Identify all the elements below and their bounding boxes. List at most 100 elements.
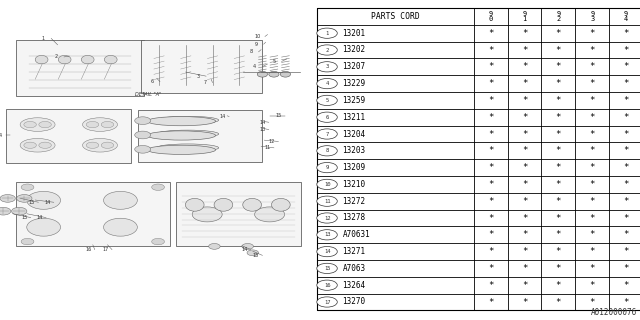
Text: 13201: 13201 — [342, 29, 365, 38]
Circle shape — [317, 263, 337, 274]
Text: 3: 3 — [197, 74, 200, 79]
Text: 13210: 13210 — [342, 180, 365, 189]
Text: *: * — [623, 113, 629, 122]
Text: 9
4: 9 4 — [624, 11, 628, 22]
Text: *: * — [556, 62, 561, 71]
Ellipse shape — [58, 55, 71, 64]
Text: 11: 11 — [324, 199, 330, 204]
Text: *: * — [623, 29, 629, 38]
Text: A70631: A70631 — [342, 230, 370, 239]
Text: 12: 12 — [324, 215, 330, 220]
Text: 13270: 13270 — [342, 298, 365, 307]
Text: 5: 5 — [273, 59, 275, 64]
Bar — [176, 182, 301, 246]
Circle shape — [317, 179, 337, 189]
Circle shape — [317, 230, 337, 240]
Text: *: * — [556, 146, 561, 155]
Text: 2: 2 — [325, 47, 329, 52]
Text: 14: 14 — [259, 120, 266, 125]
Text: *: * — [488, 180, 493, 189]
Text: *: * — [623, 264, 629, 273]
Text: *: * — [556, 130, 561, 139]
Text: *: * — [522, 45, 527, 54]
Ellipse shape — [20, 118, 55, 132]
Text: 13207: 13207 — [342, 62, 365, 71]
Text: 13203: 13203 — [342, 146, 365, 155]
Text: *: * — [589, 230, 595, 239]
Text: 8: 8 — [250, 49, 252, 54]
Text: *: * — [589, 96, 595, 105]
Circle shape — [39, 122, 51, 128]
Text: *: * — [623, 298, 629, 307]
Ellipse shape — [156, 130, 219, 138]
Text: *: * — [522, 264, 527, 273]
Circle shape — [255, 207, 285, 222]
Text: *: * — [556, 96, 561, 105]
Text: *: * — [623, 79, 629, 88]
Text: 3: 3 — [325, 64, 329, 69]
Text: *: * — [522, 163, 527, 172]
Ellipse shape — [27, 191, 61, 209]
Ellipse shape — [280, 71, 291, 77]
Text: 7: 7 — [204, 80, 206, 85]
Text: 14: 14 — [36, 215, 43, 220]
Text: 2: 2 — [55, 54, 58, 60]
Text: *: * — [556, 230, 561, 239]
Circle shape — [317, 62, 337, 72]
Text: *: * — [522, 247, 527, 256]
Ellipse shape — [186, 198, 204, 211]
Text: *: * — [589, 281, 595, 290]
Circle shape — [24, 142, 36, 148]
Text: *: * — [589, 130, 595, 139]
Text: *: * — [623, 96, 629, 105]
Text: *: * — [488, 113, 493, 122]
Text: 13: 13 — [324, 232, 330, 237]
Text: 15: 15 — [21, 215, 28, 220]
Text: 11: 11 — [264, 145, 271, 150]
Text: *: * — [522, 146, 527, 155]
Text: *: * — [623, 146, 629, 155]
Text: 4: 4 — [325, 81, 329, 86]
Text: *: * — [488, 62, 493, 71]
Text: A7063: A7063 — [342, 264, 365, 273]
Circle shape — [0, 195, 15, 202]
Text: *: * — [623, 130, 629, 139]
Text: 1: 1 — [325, 31, 329, 36]
Text: *: * — [556, 79, 561, 88]
Text: 14: 14 — [220, 114, 226, 119]
Text: 10: 10 — [324, 182, 330, 187]
Bar — [16, 40, 144, 96]
Text: *: * — [623, 62, 629, 71]
Text: *: * — [488, 29, 493, 38]
Text: 13272: 13272 — [342, 197, 365, 206]
Bar — [141, 40, 262, 93]
Text: *: * — [556, 29, 561, 38]
Circle shape — [209, 244, 220, 249]
Circle shape — [317, 246, 337, 257]
Text: 16: 16 — [324, 283, 330, 288]
Text: 6: 6 — [325, 115, 329, 120]
Text: 17: 17 — [324, 300, 330, 305]
Text: *: * — [488, 281, 493, 290]
Circle shape — [317, 129, 337, 139]
Text: 15: 15 — [324, 266, 330, 271]
Text: *: * — [522, 281, 527, 290]
Circle shape — [317, 213, 337, 223]
Ellipse shape — [135, 146, 151, 153]
Circle shape — [21, 238, 34, 245]
Circle shape — [317, 112, 337, 122]
Ellipse shape — [271, 198, 290, 211]
Circle shape — [317, 28, 337, 38]
Text: 8: 8 — [325, 148, 329, 153]
Text: *: * — [623, 197, 629, 206]
Circle shape — [21, 184, 34, 190]
Circle shape — [317, 297, 337, 307]
Text: 9: 9 — [255, 42, 257, 47]
Text: 16: 16 — [85, 247, 92, 252]
Ellipse shape — [156, 116, 219, 124]
Text: *: * — [623, 247, 629, 256]
Text: 13271: 13271 — [342, 247, 365, 256]
Text: 15: 15 — [253, 253, 259, 258]
Text: 17: 17 — [102, 247, 109, 252]
Text: *: * — [589, 213, 595, 222]
